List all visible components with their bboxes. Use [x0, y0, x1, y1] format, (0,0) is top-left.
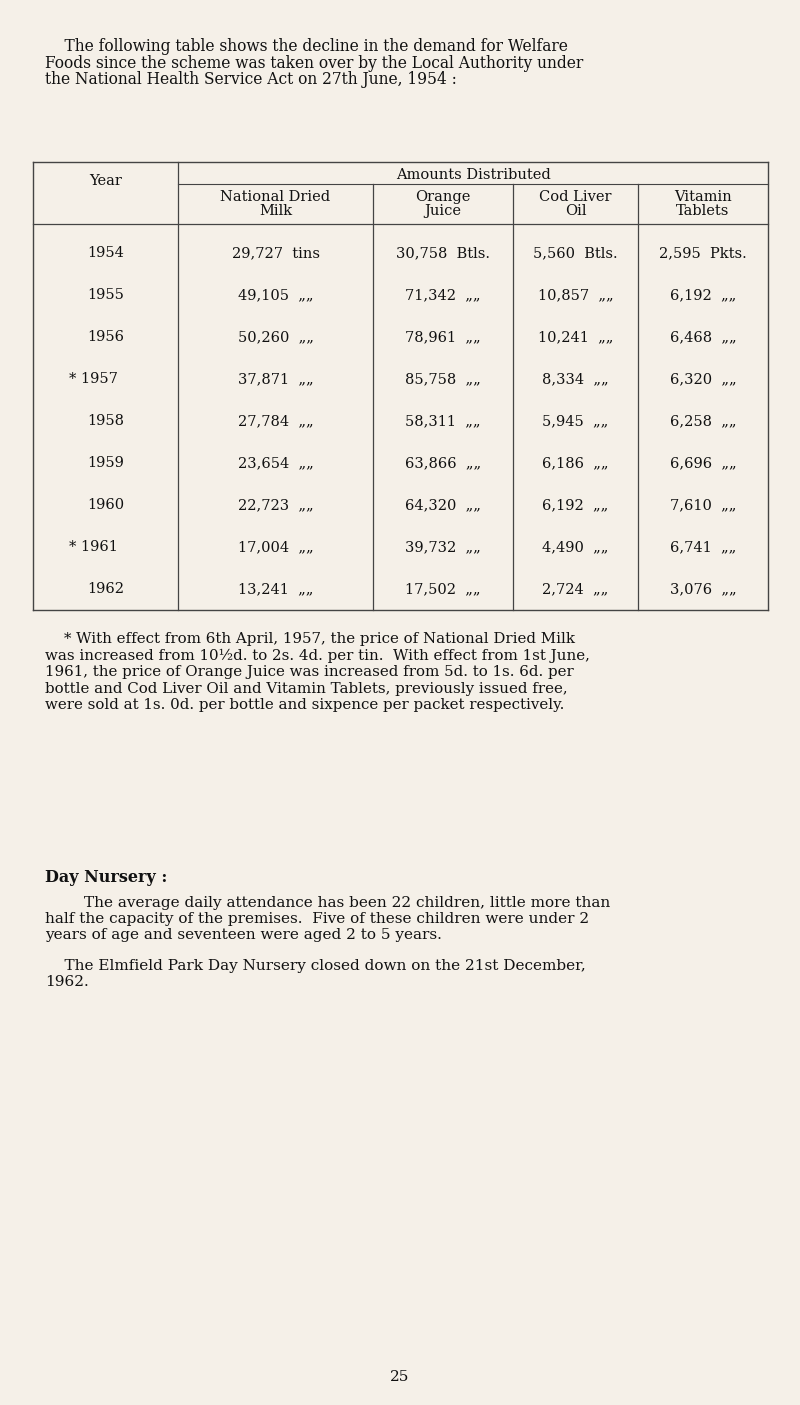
Text: 78,961  „„: 78,961 „„ — [405, 330, 481, 344]
Text: Juice: Juice — [425, 204, 462, 218]
Text: Year: Year — [89, 174, 122, 188]
Text: 1958: 1958 — [87, 414, 124, 429]
Text: Orange: Orange — [415, 190, 470, 204]
Text: 23,654  „„: 23,654 „„ — [238, 457, 314, 471]
Text: 1962.: 1962. — [45, 975, 89, 989]
Text: 5,945  „„: 5,945 „„ — [542, 414, 609, 429]
Text: 1954: 1954 — [87, 246, 124, 260]
Text: 1959: 1959 — [87, 457, 124, 471]
Text: 17,004  „„: 17,004 „„ — [238, 540, 314, 554]
Text: 58,311  „„: 58,311 „„ — [406, 414, 481, 429]
Text: Foods since the scheme was taken over by the Local Authority under: Foods since the scheme was taken over by… — [45, 55, 583, 72]
Text: 50,260  „„: 50,260 „„ — [238, 330, 314, 344]
Text: 10,857  „„: 10,857 „„ — [538, 288, 614, 302]
Text: 71,342  „„: 71,342 „„ — [406, 288, 481, 302]
Text: * With effect from 6th April, 1957, the price of National Dried Milk: * With effect from 6th April, 1957, the … — [45, 632, 575, 646]
Text: 5,560  Btls.: 5,560 Btls. — [533, 246, 618, 260]
Text: 6,192  „„: 6,192 „„ — [670, 288, 736, 302]
Text: Oil: Oil — [565, 204, 586, 218]
Text: The following table shows the decline in the demand for Welfare: The following table shows the decline in… — [45, 38, 568, 55]
Text: * 1961: * 1961 — [69, 540, 118, 554]
Text: 22,723  „„: 22,723 „„ — [238, 497, 314, 511]
Text: 6,258  „„: 6,258 „„ — [670, 414, 736, 429]
Text: Cod Liver: Cod Liver — [539, 190, 612, 204]
Text: Vitamin: Vitamin — [674, 190, 732, 204]
Text: The Elmfield Park Day Nursery closed down on the 21st December,: The Elmfield Park Day Nursery closed dow… — [45, 960, 586, 974]
Text: 63,866  „„: 63,866 „„ — [405, 457, 481, 471]
Text: 25: 25 — [390, 1370, 410, 1384]
Text: 30,758  Btls.: 30,758 Btls. — [396, 246, 490, 260]
Text: 2,595  Pkts.: 2,595 Pkts. — [659, 246, 747, 260]
Text: bottle and Cod Liver Oil and Vitamin Tablets, previously issued free,: bottle and Cod Liver Oil and Vitamin Tab… — [45, 681, 568, 695]
Text: 1962: 1962 — [87, 582, 124, 596]
Text: 6,696  „„: 6,696 „„ — [670, 457, 736, 471]
Text: 85,758  „„: 85,758 „„ — [405, 372, 481, 386]
Text: 7,610  „„: 7,610 „„ — [670, 497, 736, 511]
Text: 6,186  „„: 6,186 „„ — [542, 457, 609, 471]
Text: 1956: 1956 — [87, 330, 124, 344]
Text: 6,741  „„: 6,741 „„ — [670, 540, 736, 554]
Text: 39,732  „„: 39,732 „„ — [405, 540, 481, 554]
Text: 8,334  „„: 8,334 „„ — [542, 372, 609, 386]
Text: 29,727  tins: 29,727 tins — [231, 246, 319, 260]
Text: 6,192  „„: 6,192 „„ — [542, 497, 609, 511]
Text: 3,076  „„: 3,076 „„ — [670, 582, 736, 596]
Text: 4,490  „„: 4,490 „„ — [542, 540, 609, 554]
Text: 1961, the price of Orange Juice was increased from 5d. to 1s. 6d. per: 1961, the price of Orange Juice was incr… — [45, 665, 574, 679]
Text: 1955: 1955 — [87, 288, 124, 302]
Text: was increased from 10½d. to 2s. 4d. per tin.  With effect from 1st June,: was increased from 10½d. to 2s. 4d. per … — [45, 649, 590, 663]
Text: Day Nursery :: Day Nursery : — [45, 870, 167, 887]
Text: Milk: Milk — [259, 204, 292, 218]
Text: 37,871  „„: 37,871 „„ — [238, 372, 314, 386]
Text: * 1957: * 1957 — [69, 372, 118, 386]
Text: 27,784  „„: 27,784 „„ — [238, 414, 314, 429]
Text: 1960: 1960 — [87, 497, 124, 511]
Text: 49,105  „„: 49,105 „„ — [238, 288, 314, 302]
Text: 10,241  „„: 10,241 „„ — [538, 330, 613, 344]
Text: 6,468  „„: 6,468 „„ — [670, 330, 736, 344]
Text: Tablets: Tablets — [676, 204, 730, 218]
Text: half the capacity of the premises.  Five of these children were under 2: half the capacity of the premises. Five … — [45, 912, 589, 926]
Text: 2,724  „„: 2,724 „„ — [542, 582, 609, 596]
Text: the National Health Service Act on 27th June, 1954 :: the National Health Service Act on 27th … — [45, 72, 457, 89]
Text: The average daily attendance has been 22 children, little more than: The average daily attendance has been 22… — [45, 895, 610, 909]
Text: 17,502  „„: 17,502 „„ — [406, 582, 481, 596]
Text: National Dried: National Dried — [221, 190, 330, 204]
Text: Amounts Distributed: Amounts Distributed — [396, 169, 550, 183]
Text: 13,241  „„: 13,241 „„ — [238, 582, 313, 596]
Text: were sold at 1s. 0d. per bottle and sixpence per packet respectively.: were sold at 1s. 0d. per bottle and sixp… — [45, 698, 564, 712]
Text: 6,320  „„: 6,320 „„ — [670, 372, 736, 386]
Text: 64,320  „„: 64,320 „„ — [405, 497, 481, 511]
Text: years of age and seventeen were aged 2 to 5 years.: years of age and seventeen were aged 2 t… — [45, 929, 442, 943]
